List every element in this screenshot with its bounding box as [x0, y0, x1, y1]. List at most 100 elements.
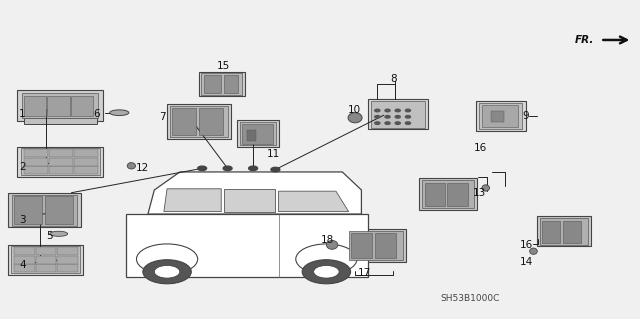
- Polygon shape: [125, 214, 368, 277]
- Bar: [57, 256, 78, 263]
- Text: 11: 11: [268, 149, 280, 159]
- Bar: [202, 73, 243, 95]
- Text: 7: 7: [159, 112, 166, 122]
- Circle shape: [314, 265, 339, 278]
- Bar: [170, 106, 228, 137]
- Ellipse shape: [482, 185, 490, 191]
- Bar: [57, 264, 78, 272]
- Circle shape: [385, 109, 390, 112]
- Bar: [11, 247, 80, 273]
- Bar: [24, 166, 48, 174]
- Circle shape: [223, 166, 232, 171]
- Bar: [447, 183, 468, 206]
- Bar: [49, 158, 73, 166]
- Polygon shape: [164, 189, 221, 211]
- Text: 18: 18: [321, 235, 334, 245]
- Bar: [479, 103, 522, 129]
- Bar: [14, 264, 35, 272]
- Bar: [419, 178, 477, 210]
- Bar: [71, 96, 93, 116]
- Text: SH53B1000C: SH53B1000C: [440, 294, 499, 303]
- Bar: [57, 248, 78, 255]
- Bar: [20, 148, 100, 175]
- Bar: [49, 166, 73, 174]
- Bar: [36, 264, 56, 272]
- Circle shape: [395, 115, 400, 118]
- Bar: [172, 108, 196, 136]
- Text: 17: 17: [358, 268, 371, 278]
- Bar: [45, 197, 73, 224]
- Bar: [199, 108, 223, 136]
- Bar: [240, 122, 276, 145]
- Bar: [22, 93, 99, 118]
- Bar: [371, 101, 425, 128]
- Bar: [225, 75, 239, 93]
- Bar: [47, 96, 70, 116]
- Bar: [204, 75, 221, 93]
- Bar: [17, 90, 103, 121]
- Text: 3: 3: [19, 215, 26, 225]
- Circle shape: [375, 122, 380, 124]
- Bar: [8, 193, 81, 227]
- Ellipse shape: [109, 110, 129, 115]
- Bar: [540, 218, 588, 245]
- Bar: [74, 149, 99, 157]
- Bar: [346, 229, 406, 262]
- Bar: [368, 100, 428, 130]
- Bar: [351, 233, 372, 258]
- Text: 5: 5: [46, 231, 52, 241]
- Circle shape: [375, 115, 380, 118]
- Bar: [14, 256, 35, 263]
- Circle shape: [198, 166, 207, 171]
- Bar: [74, 166, 99, 174]
- Bar: [12, 195, 77, 226]
- Circle shape: [405, 115, 410, 118]
- Bar: [243, 124, 273, 144]
- Bar: [537, 216, 591, 247]
- Bar: [563, 220, 580, 243]
- Circle shape: [395, 122, 400, 124]
- Bar: [424, 183, 445, 206]
- Ellipse shape: [348, 113, 362, 123]
- Bar: [542, 220, 560, 243]
- Circle shape: [302, 260, 351, 284]
- Ellipse shape: [127, 163, 136, 169]
- Text: 15: 15: [216, 61, 230, 71]
- Ellipse shape: [50, 231, 68, 236]
- Text: 6: 6: [93, 109, 100, 119]
- Bar: [422, 180, 474, 208]
- Bar: [483, 105, 518, 127]
- Polygon shape: [278, 191, 349, 211]
- Text: 16: 16: [474, 143, 487, 153]
- Text: FR.: FR.: [575, 35, 594, 45]
- Circle shape: [405, 109, 410, 112]
- Bar: [24, 149, 48, 157]
- Text: 9: 9: [522, 111, 529, 121]
- Ellipse shape: [326, 241, 338, 249]
- Bar: [14, 248, 35, 255]
- Bar: [36, 248, 56, 255]
- Polygon shape: [225, 189, 275, 211]
- Bar: [8, 245, 83, 275]
- Bar: [491, 111, 504, 122]
- Bar: [237, 120, 278, 147]
- Bar: [246, 130, 256, 141]
- Circle shape: [385, 122, 390, 124]
- Circle shape: [405, 122, 410, 124]
- Text: 8: 8: [390, 74, 397, 84]
- Polygon shape: [148, 172, 362, 214]
- Circle shape: [375, 109, 380, 112]
- Text: 4: 4: [19, 260, 26, 271]
- Bar: [74, 158, 99, 166]
- Circle shape: [154, 265, 180, 278]
- Circle shape: [395, 109, 400, 112]
- Text: 1: 1: [19, 109, 26, 119]
- Bar: [24, 96, 46, 116]
- Circle shape: [271, 167, 280, 172]
- Circle shape: [385, 115, 390, 118]
- Text: 2: 2: [19, 162, 26, 172]
- Bar: [49, 149, 73, 157]
- Text: 14: 14: [520, 257, 534, 267]
- Bar: [17, 147, 103, 177]
- Bar: [24, 118, 97, 124]
